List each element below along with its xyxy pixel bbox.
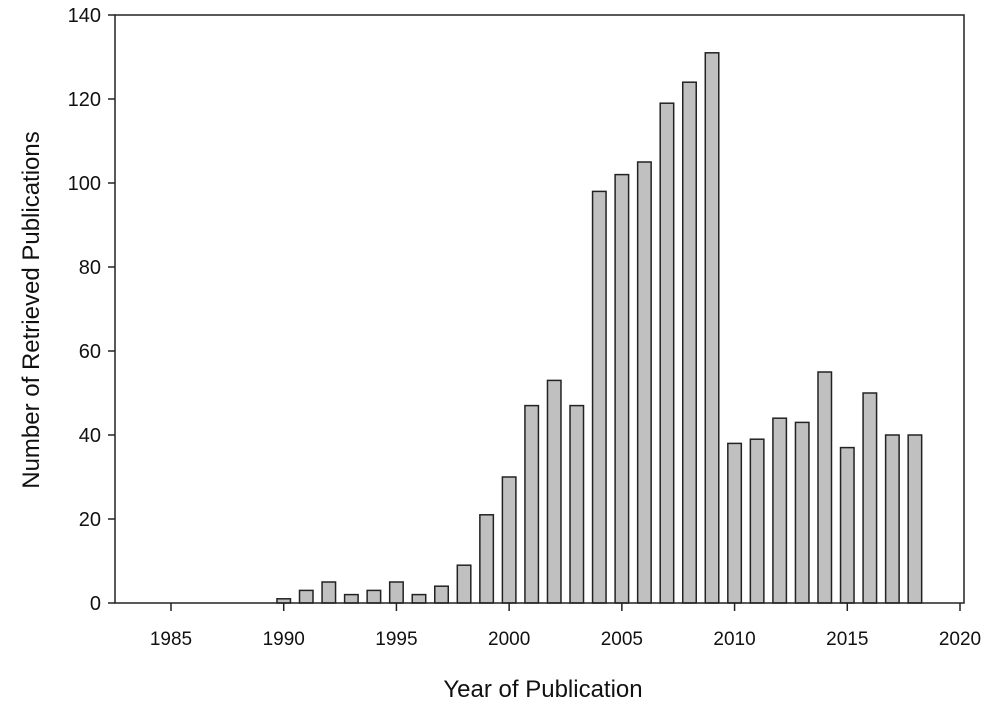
x-tick-label: 2015 xyxy=(826,629,868,650)
bar-1997 xyxy=(434,585,450,604)
bar-2006 xyxy=(636,161,652,604)
y-tick-label: 140 xyxy=(68,5,101,27)
x-tick-label: 2020 xyxy=(939,629,981,650)
y-axis-label: Number of Retrieved Publications xyxy=(18,131,45,489)
bar-2018 xyxy=(907,434,923,604)
bar-1996 xyxy=(411,593,427,604)
bar-2000 xyxy=(501,476,517,604)
bar-1992 xyxy=(321,581,337,604)
y-tick-label: 100 xyxy=(68,173,101,195)
bar-1991 xyxy=(298,589,314,604)
bar-2014 xyxy=(817,371,833,604)
y-tick-label: 40 xyxy=(79,425,101,447)
y-tick-label: 80 xyxy=(79,257,101,279)
bar-2009 xyxy=(704,52,720,604)
bar-1995 xyxy=(388,581,404,604)
bar-2001 xyxy=(524,404,540,604)
bar-2008 xyxy=(681,81,697,604)
bar-2012 xyxy=(772,417,788,604)
y-tick-label: 20 xyxy=(79,509,101,531)
bar-2016 xyxy=(862,392,878,604)
bar-2010 xyxy=(727,442,743,604)
bar-2005 xyxy=(614,173,630,604)
x-axis-label: Year of Publication xyxy=(443,676,643,703)
x-tick-label: 1990 xyxy=(263,629,305,650)
bar-2017 xyxy=(884,434,900,604)
bar-2015 xyxy=(839,446,855,604)
y-tick-label: 120 xyxy=(68,89,101,111)
bar-1999 xyxy=(479,514,495,604)
y-tick-label: 60 xyxy=(79,341,101,363)
x-tick-label: 2010 xyxy=(713,629,755,650)
bars-group xyxy=(276,52,923,604)
x-tick-label: 1985 xyxy=(150,629,192,650)
axes-group: 0 20 40 60 80 100 120 140 1985 1990 1995 2000 2005 20… xyxy=(68,5,982,650)
x-tick-label: 1995 xyxy=(375,629,417,650)
x-tick-label: 2005 xyxy=(601,629,643,650)
bar-1994 xyxy=(366,589,382,604)
y-tick-label: 0 xyxy=(90,593,101,615)
x-tick-label: 2000 xyxy=(488,629,530,650)
bar-2007 xyxy=(659,102,675,604)
bar-2013 xyxy=(794,421,810,604)
bar-2003 xyxy=(569,404,585,604)
bar-2004 xyxy=(591,190,607,604)
bar-2002 xyxy=(546,379,562,604)
bar-2011 xyxy=(749,438,765,604)
bar-1998 xyxy=(456,564,472,604)
plot-frame xyxy=(114,14,965,604)
bar-1993 xyxy=(343,593,359,604)
